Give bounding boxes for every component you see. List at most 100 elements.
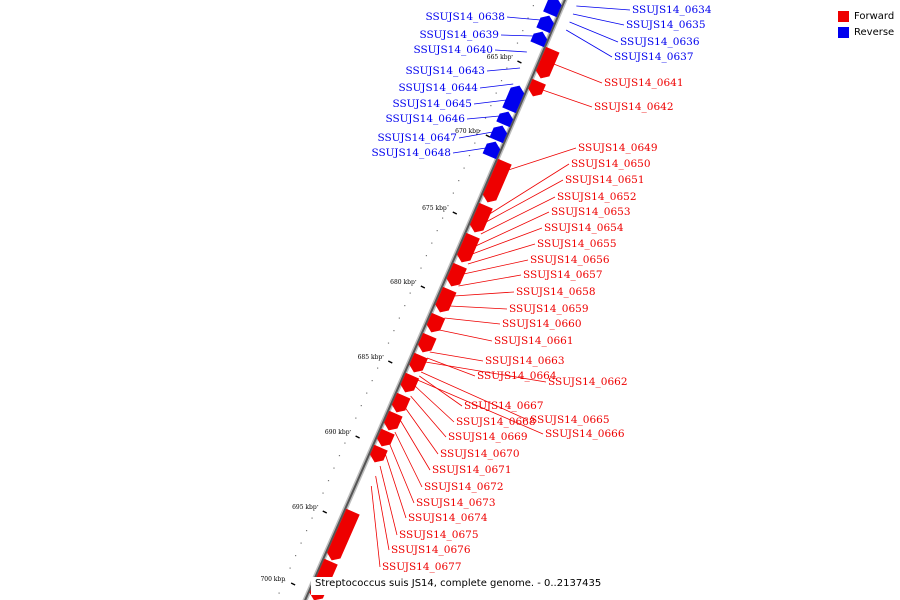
reverse-gene-label: SSUJS14_0634	[632, 4, 712, 16]
leader-line	[494, 49, 527, 53]
tick-label: 695 kbp	[292, 504, 317, 511]
leader-line	[473, 99, 507, 105]
forward-gene-label: SSUJS14_0677	[382, 561, 462, 573]
minor-tick	[393, 330, 395, 332]
reverse-gene-label: SSUJS14_0639	[419, 29, 499, 41]
leader-line	[452, 147, 486, 154]
minor-tick	[355, 417, 357, 419]
forward-gene-label: SSUJS14_0671	[432, 464, 512, 476]
reverse-gene-arrow	[543, 0, 562, 18]
minor-tick	[311, 517, 313, 519]
minor-tick	[532, 5, 534, 7]
minor-tick	[327, 480, 330, 482]
leader-line	[384, 453, 407, 519]
forward-gene-label: SSUJS14_0659	[509, 303, 589, 315]
leader-line	[467, 243, 536, 265]
minor-tick	[452, 192, 454, 194]
forward-gene-label: SSUJS14_0661	[494, 335, 574, 347]
minor-tick	[436, 230, 438, 232]
minor-tick	[316, 505, 319, 507]
tick-label: 680 kbp	[390, 279, 415, 286]
minor-tick	[511, 55, 513, 57]
minor-tick	[447, 205, 449, 207]
minor-tick	[441, 217, 444, 219]
minor-tick	[409, 292, 411, 294]
tick-mark	[387, 360, 393, 364]
minor-tick	[366, 392, 368, 394]
legend-forward-label: Forward	[854, 10, 895, 22]
leader-line	[458, 131, 493, 139]
reverse-gene-label: SSUJS14_0646	[385, 113, 465, 125]
leader-line	[429, 351, 484, 362]
minor-tick	[338, 455, 341, 457]
tick-mark	[485, 134, 491, 138]
reverse-gene-label: SSUJS14_0638	[425, 11, 505, 23]
leader-line	[414, 385, 455, 423]
tick-mark	[322, 510, 328, 514]
leader-line	[399, 419, 431, 471]
leader-line	[500, 34, 534, 37]
leader-line	[419, 375, 463, 407]
minor-tick	[387, 342, 390, 344]
forward-gene-arrow	[482, 158, 512, 203]
forward-gene-label: SSUJS14_0652	[557, 191, 637, 203]
minor-tick	[344, 442, 346, 444]
leader-line	[475, 211, 550, 247]
minor-tick	[463, 167, 465, 169]
leader-line	[572, 13, 625, 26]
minor-tick	[300, 542, 302, 544]
minor-tick	[484, 117, 487, 119]
reverse-gene-arrow	[489, 125, 508, 144]
reverse-gene-label: SSUJS14_0640	[413, 44, 493, 56]
forward-gene-label: SSUJS14_0666	[545, 428, 625, 440]
leader-line	[420, 371, 529, 421]
minor-tick	[360, 405, 362, 407]
forward-gene-label: SSUJS14_0664	[477, 370, 557, 382]
minor-tick	[495, 92, 497, 94]
forward-gene-label: SSUJS14_0650	[571, 158, 651, 170]
forward-gene-arrow	[400, 372, 420, 393]
minor-tick	[431, 242, 433, 244]
legend-reverse: Reverse	[838, 25, 894, 39]
minor-tick	[349, 430, 351, 432]
forward-gene-label: SSUJS14_0663	[485, 355, 565, 367]
reverse-gene-label: SSUJS14_0645	[392, 98, 472, 110]
leader-line	[454, 291, 515, 297]
leader-line	[486, 67, 521, 72]
leader-line	[479, 83, 514, 89]
minor-tick	[382, 355, 384, 357]
leader-line	[542, 89, 593, 108]
feature-layer	[309, 0, 562, 600]
forward-gene-label: SSUJS14_0672	[424, 481, 504, 493]
leader-line	[449, 305, 508, 310]
leader-line	[410, 395, 447, 438]
leader-line	[472, 227, 543, 255]
leader-line	[569, 21, 619, 43]
minor-tick	[333, 467, 335, 469]
leader-line	[444, 317, 501, 325]
leader-line	[466, 115, 500, 120]
minor-tick	[479, 130, 481, 132]
label-layer: SSUJS14_0634 SSUJS14_0635 SSUJS14_0636 SSUJ…	[370, 4, 712, 573]
reverse-swatch	[838, 26, 849, 38]
forward-gene-label: SSUJS14_0658	[516, 286, 596, 298]
forward-gene-arrow	[446, 262, 467, 287]
leader-line	[439, 329, 493, 342]
legend-forward: Forward	[838, 9, 894, 23]
tick-mark	[517, 60, 522, 64]
forward-gene-arrow	[457, 232, 480, 263]
reverse-gene-label: SSUJS14_0643	[405, 65, 485, 77]
tick-mark	[355, 435, 360, 439]
forward-gene-label: SSUJS14_0670	[440, 448, 520, 460]
reverse-gene-label: SSUJS14_0635	[626, 19, 706, 31]
forward-gene-label: SSUJS14_0675	[399, 529, 479, 541]
reverse-gene-label: SSUJS14_0647	[377, 132, 457, 144]
forward-gene-label: SSUJS14_0665	[530, 414, 610, 426]
backbone-line	[304, 0, 566, 600]
leader-line	[553, 63, 603, 84]
leader-line	[463, 259, 529, 275]
forward-gene-arrow	[535, 46, 560, 79]
minor-tick	[522, 30, 524, 32]
forward-gene-label: SSUJS14_0654	[544, 222, 624, 234]
